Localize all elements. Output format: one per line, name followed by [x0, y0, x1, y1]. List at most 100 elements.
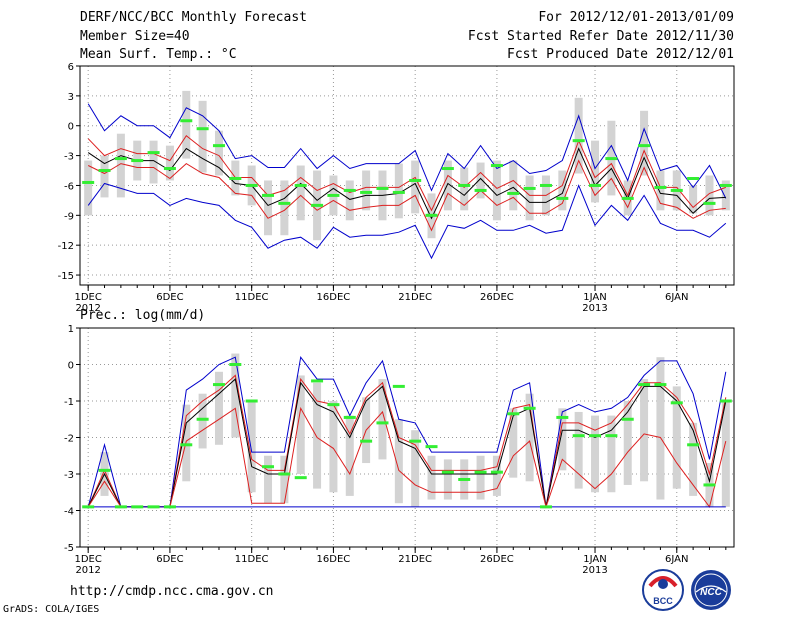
ensemble-box: [280, 180, 289, 236]
ensemble-box: [100, 155, 109, 198]
ensemble-box: [116, 133, 125, 198]
agency-logos: BCC NCC: [642, 569, 731, 611]
plot-frame: [79, 65, 735, 286]
ensemble-box: [705, 175, 714, 216]
y-tick-label: -3: [64, 470, 74, 481]
ensemble-box: [509, 408, 518, 478]
ensemble-box: [656, 357, 665, 500]
x-tick-year: 2012: [75, 565, 100, 576]
ensemble-box: [492, 455, 501, 496]
ensemble-box: [476, 455, 485, 500]
y-tick-label: 0: [68, 122, 74, 133]
x-tick-label: 26DEC: [480, 292, 514, 303]
ensemble-box: [640, 379, 649, 482]
ensemble-box: [231, 353, 240, 438]
ncc-logo-icon: NCC: [691, 570, 731, 610]
ensemble-box: [558, 408, 567, 471]
y-tick-label: -15: [58, 271, 74, 282]
y-tick-label: 3: [68, 92, 74, 103]
forecast-period: For 2012/12/01-2013/01/09: [538, 10, 734, 25]
ensemble-box: [182, 90, 191, 159]
max-line: [87, 103, 727, 199]
spread_lower-line: [87, 159, 726, 232]
ensemble-box: [345, 415, 354, 496]
x-tick-label: 6DEC: [156, 554, 183, 565]
ensemble-box: [394, 419, 403, 504]
x-tick-label: 21DEC: [398, 292, 432, 303]
mean-line: [87, 378, 727, 508]
x-tick-year: 2013: [582, 565, 607, 576]
ensemble-box: [214, 371, 223, 445]
ensemble-box: [721, 401, 730, 507]
y-tick-label: -4: [64, 507, 74, 518]
ensemble-box: [313, 382, 322, 489]
ensemble-box: [378, 379, 387, 460]
ensemble-box: [640, 110, 649, 176]
ensemble-box: [443, 160, 452, 211]
x-tick-label: 6JAN: [665, 554, 688, 565]
ensemble-box: [591, 415, 600, 493]
ensemble-box: [264, 180, 273, 236]
start-refer-date: Fcst Started Refer Date 2012/11/30: [467, 29, 734, 44]
ensemble-box: [591, 140, 600, 203]
y-tick-label: -3: [64, 152, 74, 163]
x-tick-label: 6DEC: [156, 292, 183, 303]
ensemble-box: [721, 180, 730, 211]
x-tick-label: 1JAN: [583, 554, 606, 565]
ensemble-box: [656, 170, 665, 211]
ensemble-box: [214, 130, 223, 176]
ensemble-box: [689, 185, 698, 214]
x-tick-year: 2013: [582, 303, 607, 314]
ensemble-box: [280, 455, 289, 504]
y-tick-label: -5: [64, 543, 74, 554]
spread_lower-line: [87, 406, 727, 509]
mean-line: [87, 147, 726, 220]
x-tick-label: 6JAN: [665, 292, 688, 303]
x-tick-label: 1DEC: [74, 554, 101, 565]
produced-date: Fcst Produced Date 2012/12/01: [507, 47, 734, 62]
chart-title: DERF/NCC/BCC Monthly Forecast: [80, 10, 307, 25]
ensemble-box: [264, 455, 273, 504]
y-tick-label: -2: [64, 434, 74, 445]
y-tick-label: -6: [64, 181, 74, 192]
ensemble-box: [427, 455, 436, 500]
x-tick-label: 1DEC: [74, 292, 101, 303]
ensemble-box: [345, 180, 354, 221]
ensemble-box: [607, 415, 616, 493]
ensemble-box: [460, 167, 469, 211]
ensemble-box: [574, 411, 583, 489]
ensemble-box: [411, 430, 420, 507]
y-tick-label: -1: [64, 397, 74, 408]
svg-text:NCC: NCC: [700, 587, 722, 598]
spread_upper-line: [87, 134, 726, 212]
y-tick-label: 1: [68, 324, 74, 335]
ensemble-box: [165, 145, 174, 181]
x-tick-label: 16DEC: [317, 292, 351, 303]
ensemble-box: [672, 386, 681, 489]
y-tick-label: -9: [64, 211, 74, 222]
ensemble-box: [525, 393, 534, 482]
spread_upper-line: [87, 374, 727, 508]
x-tick-label: 16DEC: [317, 554, 351, 565]
min-line: [87, 182, 727, 260]
ensemble-box: [574, 97, 583, 174]
x-tick-label: 21DEC: [398, 554, 432, 565]
max-line: [87, 355, 727, 508]
ensemble-box: [296, 165, 305, 221]
ensemble-box: [296, 375, 305, 474]
y-tick-label: 0: [68, 361, 74, 372]
svg-text:BCC: BCC: [653, 596, 673, 606]
ensemble-box: [247, 401, 256, 493]
x-tick-label: 26DEC: [480, 554, 514, 565]
precip-panel-title: Prec.: log(mm/d): [80, 308, 206, 323]
x-tick-label: 11DEC: [235, 554, 269, 565]
ensemble-box: [329, 401, 338, 493]
ensemble-box: [509, 160, 518, 211]
ensemble-box: [623, 401, 632, 485]
ensemble-box: [84, 160, 93, 216]
ensemble-box: [476, 162, 485, 199]
footer-url[interactable]: http://cmdp.ncc.cma.gov.cn: [70, 584, 274, 599]
